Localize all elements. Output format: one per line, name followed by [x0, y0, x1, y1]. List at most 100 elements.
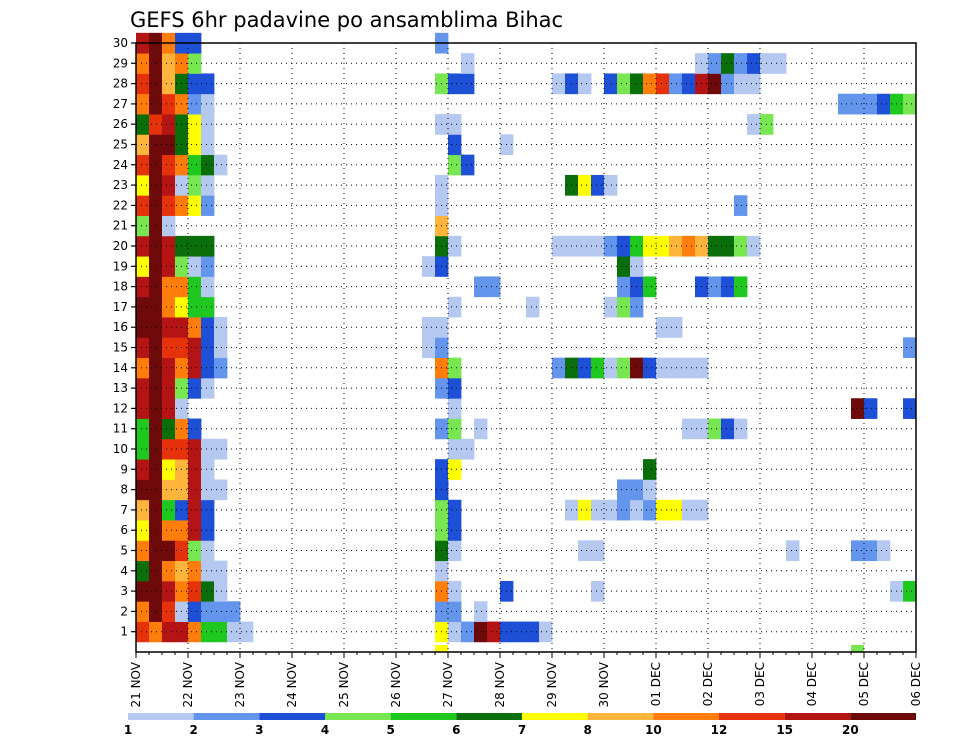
cell-m10-t3 [162, 438, 176, 460]
cell-m20-t6 [201, 235, 215, 257]
cell-m28-t37 [604, 73, 618, 95]
y-tick-label: 27 [113, 97, 128, 111]
y-tick-label: 12 [113, 401, 128, 415]
cell-m14-t7 [214, 357, 228, 379]
cell-m22-t5 [188, 195, 202, 216]
cell-m20-t5 [188, 235, 202, 257]
cell-m5-t1 [136, 540, 150, 562]
cell-m16-t1 [136, 317, 150, 338]
cell-m26-t2 [149, 114, 163, 135]
cell-m18-t3 [162, 276, 176, 298]
cell-m22-t3 [162, 195, 176, 216]
colorbar-label: 8 [583, 723, 591, 737]
cell-m2-t3 [162, 601, 176, 622]
cell-m6-t6 [201, 520, 215, 541]
cell-m4-t6 [201, 560, 215, 582]
cell-m1-t31 [526, 621, 540, 643]
cell-m21-t2 [149, 215, 163, 237]
x-tick-label: 03 DEC [753, 662, 767, 706]
y-tick-label: 19 [113, 259, 128, 273]
cell-m17-t6 [201, 296, 215, 318]
cell-m10-t1 [136, 438, 150, 460]
cell-m8-t6 [201, 479, 215, 501]
cell-m27-t5 [188, 93, 202, 115]
cell-m22-t6 [201, 195, 215, 216]
cell-m25-t2 [149, 134, 163, 156]
colorbar-label: 12 [711, 723, 728, 737]
cell-m5-t35 [578, 540, 592, 562]
cell-m13-t3 [162, 377, 176, 399]
y-tick-label: 17 [113, 300, 128, 314]
cell-m23-t35 [578, 174, 592, 196]
cell-m5-t57 [864, 540, 878, 562]
cell-m18-t28 [487, 276, 501, 298]
cell-m6-t1 [136, 520, 150, 541]
y-tick-label: 25 [113, 138, 128, 152]
cell-m12-t1 [136, 398, 150, 419]
cell-m15-t3 [162, 337, 176, 359]
cell-m29-t5 [188, 53, 202, 74]
cell-m24-t3 [162, 154, 176, 176]
y-tick-label: 14 [113, 361, 128, 375]
cell-m14-t35 [578, 357, 592, 379]
cell-m15-t2 [149, 337, 163, 359]
cell-m14-t36 [591, 357, 605, 379]
cell-m24-t2 [149, 154, 163, 176]
y-tick-label: 13 [113, 381, 128, 395]
cell-m21-t1 [136, 215, 150, 237]
cell-m17-t1 [136, 296, 150, 318]
cell-m3-t36 [591, 580, 605, 602]
cell-m28-t26 [461, 73, 475, 95]
cell-m5-t51 [786, 540, 800, 562]
cell-m17-t38 [617, 296, 631, 318]
cell-m11-t43 [682, 418, 696, 440]
colorbar-label: 5 [386, 723, 394, 737]
cell-m8-t1 [136, 479, 150, 501]
cell-m3-t5 [188, 580, 202, 602]
cell-m19-t1 [136, 256, 150, 277]
cell-m19-t38 [617, 256, 631, 277]
cell-m5-t58 [877, 540, 891, 562]
cell-m13-t6 [201, 377, 215, 399]
cell-m18-t46 [721, 276, 735, 298]
x-tick-label: 22 NOV [181, 661, 195, 707]
cell-m2-t8 [227, 601, 241, 622]
cell-m9-t5 [188, 459, 202, 480]
cell-m5-t6 [201, 540, 215, 562]
cell-m1-t26 [461, 621, 475, 643]
y-tick-label: 18 [113, 280, 128, 294]
cell-m27-t60 [903, 93, 917, 115]
cell-m23-t1 [136, 174, 150, 196]
cell-m2-t7 [214, 601, 228, 622]
cell-m28-t45 [708, 73, 722, 95]
cell-m11-t5 [188, 418, 202, 440]
x-tick-label: 27 NOV [441, 661, 455, 707]
cell-m13-t1 [136, 377, 150, 399]
cell-m18-t6 [201, 276, 215, 298]
cell-m2-t27 [474, 601, 488, 622]
colorbar-label: 10 [645, 723, 662, 737]
cell-m3-t3 [162, 580, 176, 602]
cell-m26-t1 [136, 114, 150, 135]
y-tick-label: 2 [120, 604, 128, 618]
heatmap-cells [136, 32, 917, 652]
cell-m19-t2 [149, 256, 163, 277]
chart-title: GEFS 6hr padavine po ansamblima Bihac [130, 8, 563, 32]
cell-m24-t7 [214, 154, 228, 176]
x-tick-label: 24 NOV [285, 661, 299, 707]
cell-m21-t3 [162, 215, 176, 237]
x-tick-label: 06 DEC [909, 662, 923, 706]
cell-m14-t2 [149, 357, 163, 379]
cell-m3-t1 [136, 580, 150, 602]
colorbar-swatch [259, 713, 325, 720]
cell-m29-t47 [734, 53, 748, 74]
cell-m19-t6 [201, 256, 215, 277]
cell-m24-t1 [136, 154, 150, 176]
cell-m4-t1 [136, 560, 150, 582]
cell-m8-t3 [162, 479, 176, 501]
colorbar-label: 6 [452, 723, 460, 737]
cell-m28-t5 [188, 73, 202, 95]
colorbar-label: 4 [321, 723, 329, 737]
cell-m17-t3 [162, 296, 176, 318]
cell-m23-t36 [591, 174, 605, 196]
